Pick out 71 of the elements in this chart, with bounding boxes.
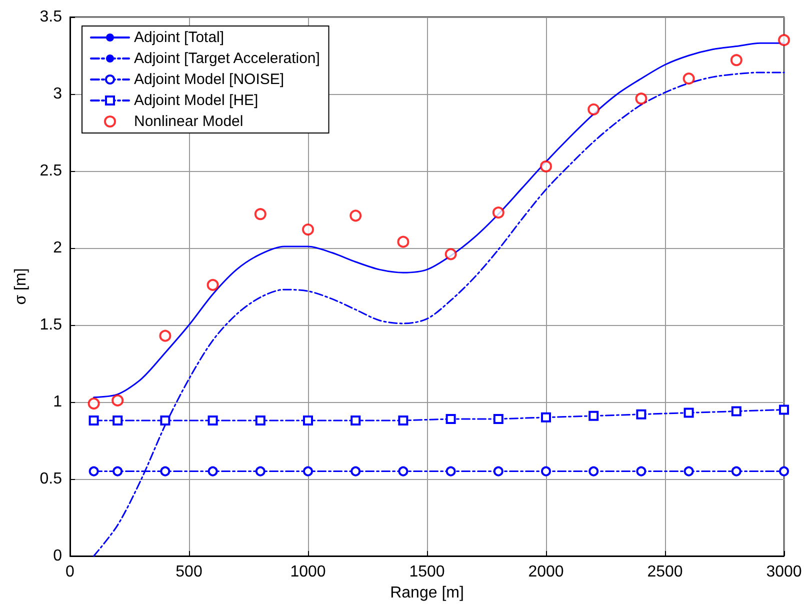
point — [208, 415, 218, 426]
point — [778, 34, 790, 46]
point — [779, 404, 789, 415]
legend-label: Nonlinear Model — [134, 113, 244, 130]
point — [779, 466, 789, 476]
y-tick-label: 3 — [53, 86, 62, 102]
point — [160, 415, 170, 426]
point — [88, 466, 99, 476]
point — [350, 210, 362, 222]
point — [160, 466, 170, 476]
point — [255, 415, 266, 426]
point — [398, 466, 408, 476]
x-tick-label: 500 — [176, 564, 202, 580]
y-tick-label: 0 — [53, 548, 62, 564]
y-tick-label: 0.5 — [40, 470, 62, 488]
legend-label: Adjoint Model [NOISE] — [134, 71, 284, 88]
point — [303, 415, 313, 426]
point — [684, 408, 694, 418]
x-tick-label: 3000 — [766, 564, 802, 580]
point — [731, 466, 742, 476]
point — [350, 466, 361, 476]
point — [303, 466, 313, 476]
x-axis-title: Range [m] — [390, 584, 464, 602]
point — [112, 394, 124, 406]
point — [206, 278, 219, 291]
point — [635, 92, 648, 105]
x-tick-label: 1500 — [409, 564, 445, 580]
point — [540, 160, 552, 172]
y-tick-label: 1.5 — [40, 316, 62, 334]
point — [444, 248, 457, 260]
point — [541, 466, 551, 476]
point — [541, 412, 551, 422]
x-tick-label: 0 — [66, 564, 75, 580]
y-axis-title: σ [m] — [12, 268, 30, 305]
point — [88, 398, 100, 410]
point — [208, 466, 218, 476]
legend-label: Adjoint [Total] — [134, 29, 224, 46]
point — [446, 466, 456, 476]
point — [112, 466, 123, 476]
point — [397, 236, 410, 248]
point — [350, 415, 361, 426]
point — [636, 409, 646, 420]
point — [255, 466, 266, 476]
legend-label: Adjoint Model [HE] — [134, 92, 258, 109]
x-tick-label: 2000 — [528, 564, 564, 580]
x-tick-label: 1000 — [290, 564, 326, 580]
point — [446, 414, 456, 424]
point — [731, 406, 742, 416]
point — [684, 466, 694, 476]
point — [88, 415, 99, 426]
point — [636, 466, 646, 476]
point — [730, 54, 742, 66]
point — [682, 72, 695, 85]
point — [588, 103, 600, 116]
point — [493, 466, 504, 476]
x-tick-label: 2500 — [647, 564, 683, 580]
line-series — [93, 72, 785, 557]
y-tick-label: 2.5 — [40, 162, 62, 180]
point — [588, 466, 599, 476]
point — [159, 330, 172, 342]
point — [492, 206, 504, 219]
point — [112, 415, 123, 426]
point — [302, 224, 314, 236]
point — [588, 410, 599, 421]
y-tick-label: 2 — [53, 240, 62, 256]
y-tick-label: 1 — [53, 394, 62, 410]
point — [398, 415, 408, 426]
point — [493, 414, 504, 424]
y-tick-label: 3.5 — [40, 8, 62, 26]
legend-label: Adjoint [Target Acceleration] — [134, 50, 320, 67]
point — [254, 208, 266, 220]
